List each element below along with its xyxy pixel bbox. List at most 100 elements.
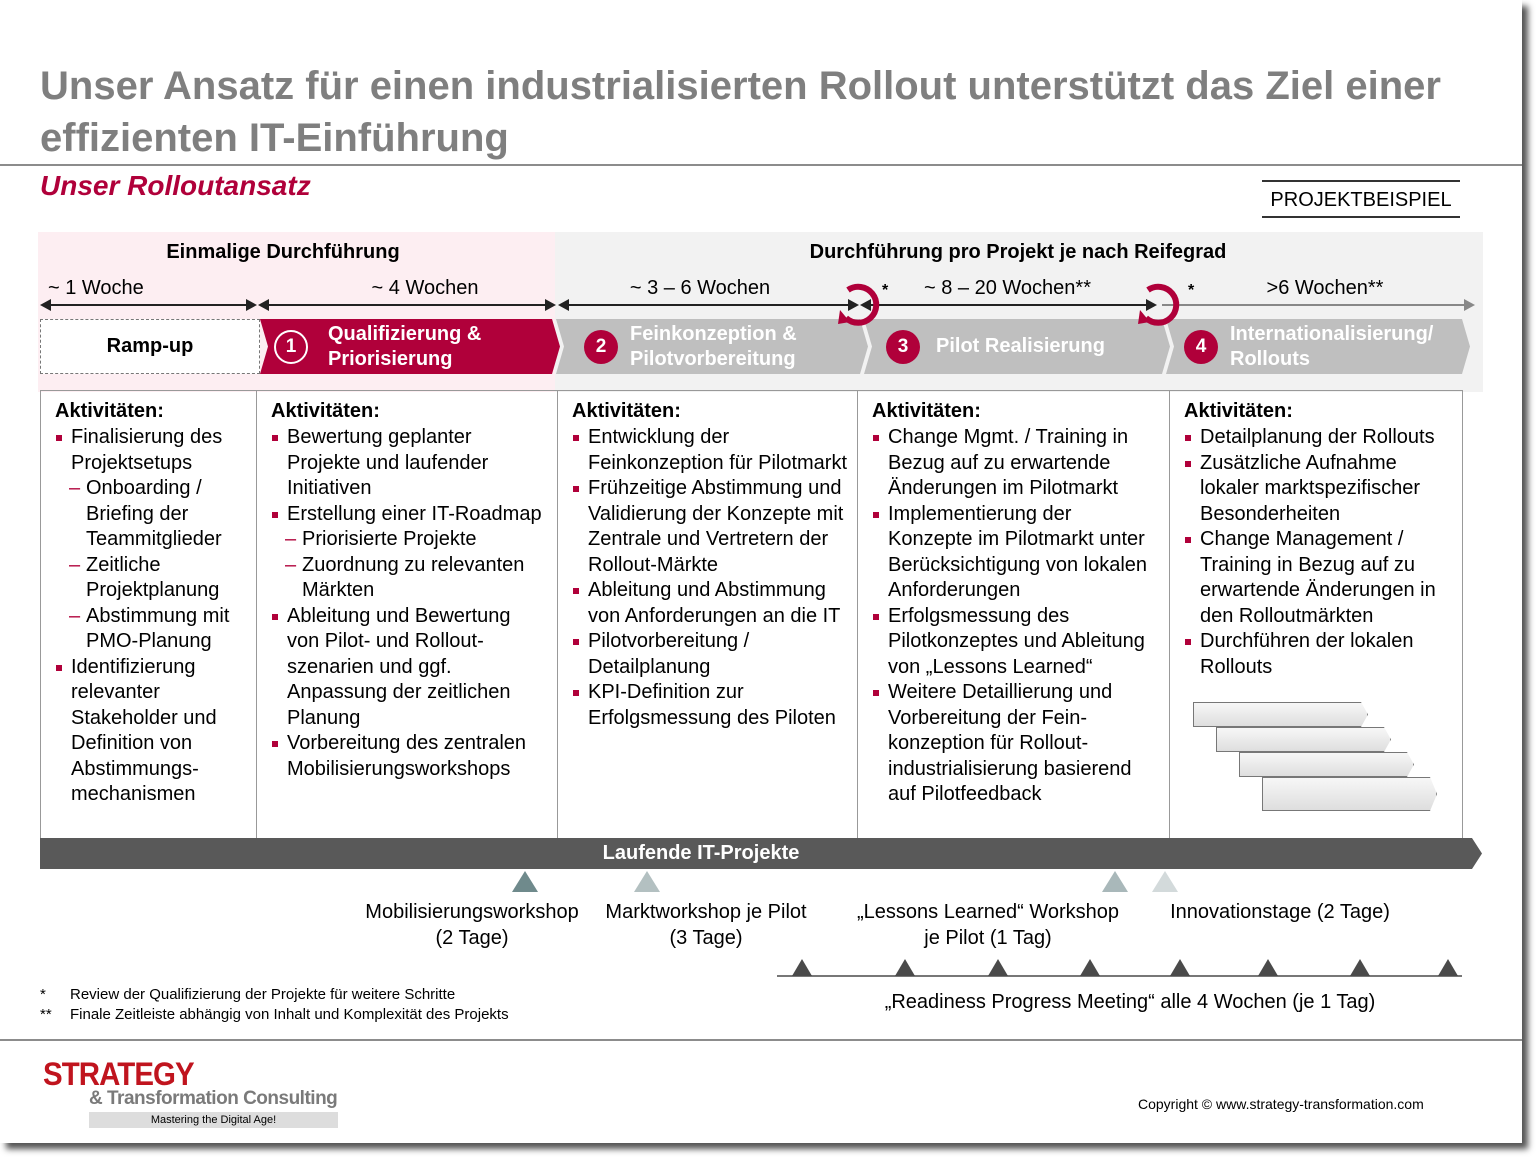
activity-bullet: Zusätzliche Aufnahme lokaler marktspezif… xyxy=(1184,451,1454,528)
readiness-meeting-marker-icon xyxy=(1080,959,1100,976)
copyright: Copyright © www.strategy-transformation.… xyxy=(1138,1096,1424,1112)
workshop-label: Marktworkshop je Pilot xyxy=(605,901,807,923)
workshop-label: „Lessons Learned“ Workshop xyxy=(857,901,1119,923)
activity-heading: Aktivitäten: xyxy=(572,400,681,422)
timeline-arrow-phase4 xyxy=(1162,304,1467,306)
activity-heading: Aktivitäten: xyxy=(872,400,981,422)
arrowhead-icon xyxy=(40,299,51,311)
logo-subtitle: & Transformation Consulting xyxy=(89,1088,338,1109)
readiness-meeting-label: „Readiness Progress Meeting“ alle 4 Woch… xyxy=(884,991,1376,1013)
timeline-arrow-phase2 xyxy=(560,304,856,306)
slide-title: Unser Ansatz für einen industrialisierte… xyxy=(40,64,1441,160)
workshop-duration: (3 Tage) xyxy=(669,927,743,949)
footnote-2: Finale Zeitleiste abhängig von Inhalt un… xyxy=(70,1006,509,1023)
arrowhead-icon xyxy=(1146,299,1157,311)
activity-subitem: Abstimmung mit PMO-Planung xyxy=(55,604,246,655)
workshop-marker-icon xyxy=(512,871,538,892)
activity-column-2: Aktivitäten: Bewertung geplanter Projekte… xyxy=(257,391,558,839)
activity-bullet: Bewertung geplanter Projekte und laufend… xyxy=(271,425,547,502)
workshop-duration: je Pilot (1 Tag) xyxy=(924,927,1052,949)
activity-bullet: Identifizierung relevanter Stakeholder u… xyxy=(55,655,246,808)
activity-bullet: Vorbereitung des zentralen Mobilisierung… xyxy=(271,731,547,782)
activity-bullet: Erstellung einer IT-Roadmap xyxy=(271,502,547,528)
workshop-label: Mobilisierungsworkshop xyxy=(365,901,579,923)
readiness-meeting-marker-icon xyxy=(895,959,915,976)
workshop-marker-icon xyxy=(1152,871,1178,892)
activity-subitem: Onboarding / Briefing der Teammitglieder xyxy=(55,476,246,553)
readiness-meeting-marker-icon xyxy=(988,959,1008,976)
rollout-box xyxy=(1239,752,1414,777)
activities-table: Aktivitäten: Finalisierung des Projektset… xyxy=(40,390,1464,839)
slide: Unser Ansatz für einen industrialisierte… xyxy=(0,0,1522,1143)
activity-column-4: Aktivitäten: Change Mgmt. / Training in B… xyxy=(858,391,1170,839)
phase-1: 1 Qualifizierung & Priorisierung xyxy=(260,319,560,374)
arrowhead-icon xyxy=(258,299,269,311)
activity-heading: Aktivitäten: xyxy=(271,400,380,422)
timeline-arrow-rampup xyxy=(44,304,254,306)
activity-heading: Aktivitäten: xyxy=(55,400,164,422)
duration-phase2: ~ 3 – 6 Wochen xyxy=(629,277,771,299)
phase-number: 4 xyxy=(1184,329,1218,364)
review-cycle-icon xyxy=(838,283,880,326)
arrowhead-icon xyxy=(1464,299,1475,311)
activity-bullet: Durchführen der lokalen Rollouts xyxy=(1184,629,1454,680)
activity-subitem: Zuordnung zu relevanten Märkten xyxy=(271,553,547,604)
readiness-meeting-marker-icon xyxy=(1350,959,1370,976)
readiness-meeting-marker-icon xyxy=(792,959,812,976)
phase-2: 2 Feinkonzeption & Pilotvorbereitung xyxy=(556,319,868,374)
workshop-innovation: Innovationstage (2 Tage) xyxy=(1150,899,1410,925)
rollout-box xyxy=(1193,702,1368,727)
readiness-meeting-marker-icon xyxy=(1438,959,1458,976)
activity-bullet: Erfolgsmessung des Pilotkonzeptes und Ab… xyxy=(872,604,1159,681)
activity-bullet: Frühzeitige Abstimmung und Validierung d… xyxy=(572,476,847,578)
activity-heading: Aktivitäten: xyxy=(1184,400,1293,422)
phase-3: 3 Pilot Realisierung xyxy=(864,319,1170,374)
duration-phase4: >6 Wochen** xyxy=(1266,277,1384,299)
arrowhead-icon xyxy=(545,299,556,311)
activity-subitem: Priorisierte Projekte xyxy=(271,527,547,553)
workshop-mobilisation: Mobilisierungsworkshop (2 Tage) xyxy=(352,899,592,951)
phase-label: Feinkonzeption & Pilotvorbereitung xyxy=(630,322,797,370)
activity-bullet: Ableitung und Abstimmung von Anforderung… xyxy=(572,578,847,629)
activity-bullet: Finalisierung des Projektsetups xyxy=(55,425,246,476)
header-once: Einmalige Durchführung xyxy=(166,241,400,263)
phase-label: Ramp-up xyxy=(106,335,194,357)
arrowhead-icon xyxy=(558,299,569,311)
arrowhead-icon xyxy=(848,299,859,311)
activity-bullet: Implementierung der Konzepte im Pilotmar… xyxy=(872,502,1159,604)
footnote-1-mark: * xyxy=(40,986,46,1003)
activity-bullet: Weitere Detaillierung und Vorbereitung d… xyxy=(872,680,1159,808)
workshop-duration: (2 Tage) xyxy=(435,927,509,949)
workshop-marker-icon xyxy=(1102,871,1128,892)
phase-label: Pilot Realisierung xyxy=(936,335,1105,357)
timeline-arrow-phase1 xyxy=(260,304,554,306)
duration-phase1: ~ 4 Wochen xyxy=(371,277,479,299)
activity-column-5: Aktivitäten: Detailplanung der Rollouts Zu… xyxy=(1170,391,1464,839)
activity-bullet: KPI-Definition zur Erfolgsmessung des Pi… xyxy=(572,680,847,731)
phase-number: 2 xyxy=(584,329,618,364)
activity-bullet: Ableitung und Bewertung von Pilot- und R… xyxy=(271,604,547,732)
activity-bullet: Change Management / Training in Bezug au… xyxy=(1184,527,1454,629)
timeline-arrow-phase3 xyxy=(862,304,1152,306)
subtitle: Unser Rolloutansatz xyxy=(40,170,311,201)
activity-column-1: Aktivitäten: Finalisierung des Projektset… xyxy=(41,391,257,839)
readiness-meeting-marker-icon xyxy=(1258,959,1278,976)
review-cycle-icon xyxy=(1138,283,1180,326)
phase-label: Qualifizierung & Priorisierung xyxy=(328,322,482,370)
readiness-timeline xyxy=(777,975,1462,977)
activity-bullet: Entwicklung der Feinkonzeption für Pilot… xyxy=(572,425,847,476)
activity-bullet: Change Mgmt. / Training in Bezug auf zu … xyxy=(872,425,1159,502)
workshop-label: Innovationstage (2 Tage) xyxy=(1170,901,1390,923)
rollout-box xyxy=(1216,727,1391,752)
header-per-project: Durchführung pro Projekt je nach Reifegr… xyxy=(809,241,1227,263)
rollout-box xyxy=(1262,777,1437,811)
logo-strategy: STRATEGY xyxy=(43,1056,195,1092)
phase-number: 1 xyxy=(274,329,308,364)
ongoing-projects-bar: Laufende IT-Projekte xyxy=(40,838,1482,869)
footnote-2-mark: ** xyxy=(40,1006,52,1023)
activity-subitem: Zeitliche Projektplanung xyxy=(55,553,246,604)
activity-bullet: Pilotvorbereitung / Detailplanung xyxy=(572,629,847,680)
footer-divider xyxy=(0,1039,1522,1041)
workshop-market: Marktworkshop je Pilot (3 Tage) xyxy=(592,899,820,951)
duration-rampup: ~ 1 Woche xyxy=(48,277,144,299)
